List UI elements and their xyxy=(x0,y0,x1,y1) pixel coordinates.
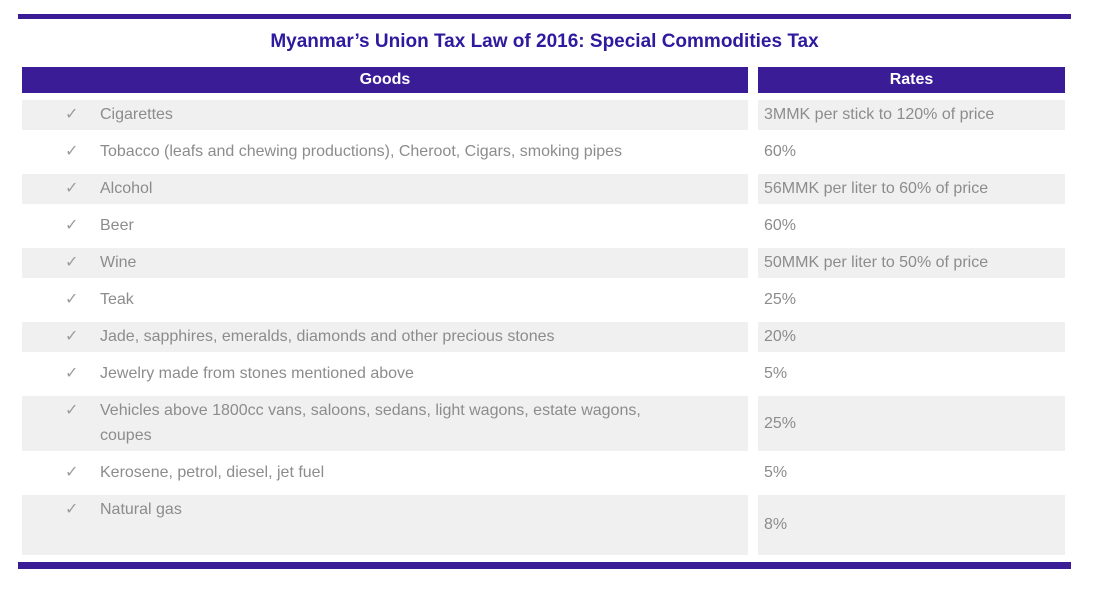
rate-value: 50MMK per liter to 50% of price xyxy=(758,248,1065,278)
goods-label: Vehicles above 1800cc vans, saloons, sed… xyxy=(100,402,641,444)
goods-label: Natural gas xyxy=(100,501,182,518)
check-icon: ✓ xyxy=(65,254,79,271)
goods-label: Teak xyxy=(100,291,134,308)
rate-value: 25% xyxy=(764,291,797,308)
top-divider-bar xyxy=(18,14,1071,19)
rate-value: 60% xyxy=(764,143,797,160)
check-icon: ✓ xyxy=(65,365,79,382)
check-icon: ✓ xyxy=(65,217,79,234)
tax-table-page: Myanmar’s Union Tax Law of 2016: Special… xyxy=(18,14,1071,569)
goods-label: Jade, sapphires, emeralds, diamonds and … xyxy=(100,328,555,345)
rate-value: 25% xyxy=(758,396,1065,451)
rate-value: 3MMK per stick to 120% of price xyxy=(758,100,1065,130)
goods-label: Tobacco (leafs and chewing productions),… xyxy=(100,143,623,160)
rate-value: 60% xyxy=(764,217,797,234)
check-icon: ✓ xyxy=(65,106,79,123)
table-row: ✓ Jade, sapphires, emeralds, diamonds an… xyxy=(22,322,1065,352)
column-gap xyxy=(748,174,758,204)
column-gap xyxy=(748,495,758,555)
column-gap xyxy=(748,248,758,278)
column-gap xyxy=(748,285,758,315)
check-icon: ✓ xyxy=(65,143,79,160)
check-icon: ✓ xyxy=(65,402,79,419)
goods-label: Jewelry made from stones mentioned above xyxy=(100,365,414,382)
goods-label: Alcohol xyxy=(100,180,153,197)
table-row: ✓ Jewelry made from stones mentioned abo… xyxy=(22,359,1065,389)
table-row: ✓ Alcohol 56MMK per liter to 60% of pric… xyxy=(22,174,1065,204)
table-header-row: Goods Rates xyxy=(22,67,1065,93)
rates-column-header: Rates xyxy=(758,67,1065,93)
page-title: Myanmar’s Union Tax Law of 2016: Special… xyxy=(270,31,819,52)
table-row: ✓ Tobacco (leafs and chewing productions… xyxy=(22,137,1065,167)
check-icon: ✓ xyxy=(65,180,79,197)
column-gap xyxy=(748,67,758,93)
goods-label: Kerosene, petrol, diesel, jet fuel xyxy=(100,464,325,481)
table-row: ✓ Vehicles above 1800cc vans, saloons, s… xyxy=(22,396,1065,451)
check-icon: ✓ xyxy=(65,328,79,345)
column-gap xyxy=(748,458,758,488)
goods-label: Wine xyxy=(100,254,137,271)
column-gap xyxy=(748,137,758,167)
commodities-tax-table: Goods Rates ✓ Cigarettes 3MMK per stick … xyxy=(22,60,1065,562)
check-icon: ✓ xyxy=(65,464,79,481)
column-gap xyxy=(748,359,758,389)
table-row: ✓ Wine 50MMK per liter to 50% of price xyxy=(22,248,1065,278)
check-icon: ✓ xyxy=(65,501,79,518)
column-gap xyxy=(748,322,758,352)
column-gap xyxy=(748,100,758,130)
table-row: ✓ Teak 25% xyxy=(22,285,1065,315)
rate-value: 5% xyxy=(764,365,788,382)
bottom-divider-bar xyxy=(18,562,1071,569)
table-row: ✓ Beer 60% xyxy=(22,211,1065,241)
column-gap xyxy=(748,211,758,241)
table-row: ✓ Cigarettes 3MMK per stick to 120% of p… xyxy=(22,100,1065,130)
table-row: ✓ Natural gas 8% xyxy=(22,495,1065,555)
goods-label: Cigarettes xyxy=(100,106,173,123)
table-row: ✓ Kerosene, petrol, diesel, jet fuel 5% xyxy=(22,458,1065,488)
goods-label: Beer xyxy=(100,217,134,234)
rate-value: 56MMK per liter to 60% of price xyxy=(758,174,1065,204)
rate-value: 8% xyxy=(758,495,1065,555)
rate-value: 20% xyxy=(758,322,1065,352)
column-gap xyxy=(748,396,758,451)
rate-value: 5% xyxy=(764,464,788,481)
goods-column-header: Goods xyxy=(22,67,748,93)
check-icon: ✓ xyxy=(65,291,79,308)
